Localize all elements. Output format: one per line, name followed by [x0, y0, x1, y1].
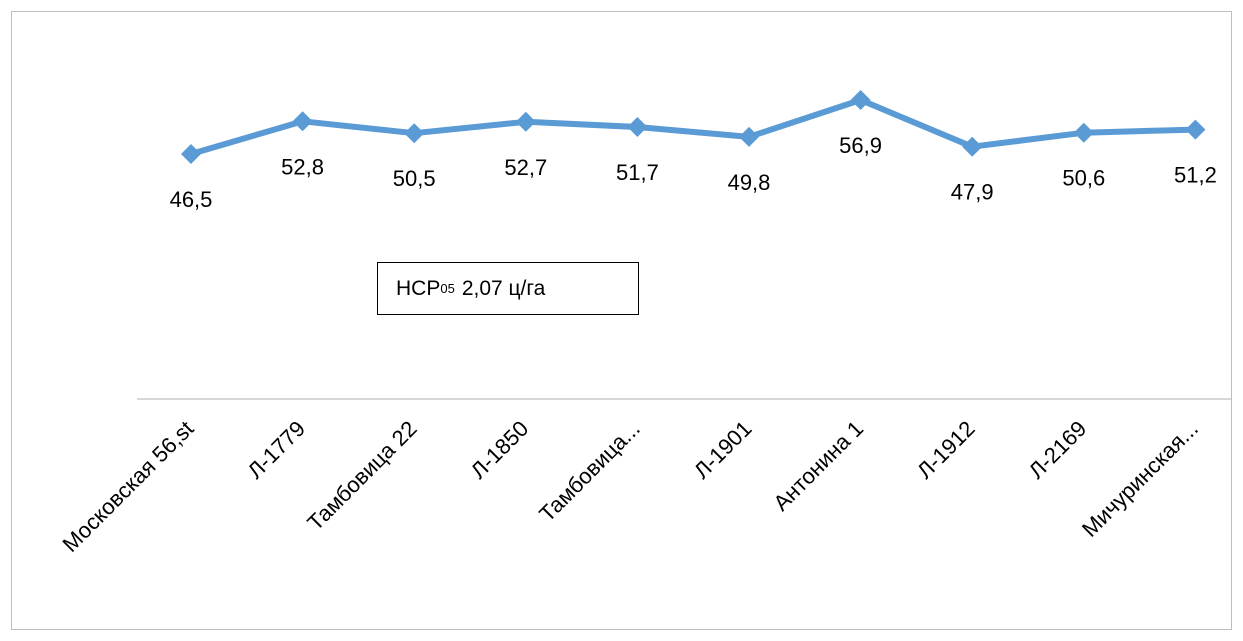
- data-label: 52,8: [281, 154, 324, 179]
- x-tick-label: Антонина 1: [768, 416, 868, 516]
- data-point-marker: [739, 126, 759, 147]
- x-tick-label: Московская 56,st: [58, 416, 199, 557]
- data-point-marker: [1185, 119, 1206, 140]
- data-point-marker: [181, 144, 201, 164]
- x-tick-label: Л-1912: [912, 416, 980, 484]
- data-point-marker: [850, 90, 871, 110]
- data-label: 51,7: [616, 160, 659, 185]
- data-label: 51,2: [1174, 163, 1217, 188]
- lsd-subscript: 05: [440, 281, 455, 296]
- data-labels: 46,5 52,8 50,5 52,7 51,7 49,8 56,9 47,9 50,6 51,2: [170, 133, 1217, 212]
- data-label: 46,5: [170, 187, 213, 212]
- data-point-marker: [292, 111, 313, 132]
- data-point-marker: [1073, 122, 1094, 143]
- x-tick-label: Л-1901: [689, 416, 757, 484]
- lsd-label: НСР: [396, 276, 441, 300]
- x-tick-label: Л-2169: [1024, 416, 1092, 484]
- x-tick-label: Тамбовица...: [534, 416, 645, 527]
- data-point-marker: [962, 136, 983, 157]
- x-tick-label: Мичуринская...: [1077, 416, 1203, 542]
- data-label: 47,9: [951, 180, 994, 205]
- data-point-marker: [515, 111, 536, 132]
- data-label: 50,5: [393, 166, 436, 191]
- x-tick-label: Л-1779: [242, 416, 310, 484]
- data-label: 52,7: [504, 155, 547, 180]
- lsd-annotation-box: НСР 05 2,07 ц/га: [377, 262, 639, 315]
- series-line: [188, 97, 1199, 157]
- data-label: 50,6: [1062, 166, 1105, 191]
- x-tick-label: Тамбовица 22: [302, 416, 421, 535]
- lsd-value: 2,07 ц/га: [461, 276, 546, 300]
- data-markers: [181, 90, 1206, 164]
- data-point-marker: [404, 123, 425, 144]
- data-label: 49,8: [728, 170, 771, 195]
- x-tick-label: Л-1850: [466, 416, 534, 484]
- chart-frame: [11, 11, 1232, 630]
- data-label: 56,9: [839, 133, 882, 158]
- data-point-marker: [627, 117, 648, 137]
